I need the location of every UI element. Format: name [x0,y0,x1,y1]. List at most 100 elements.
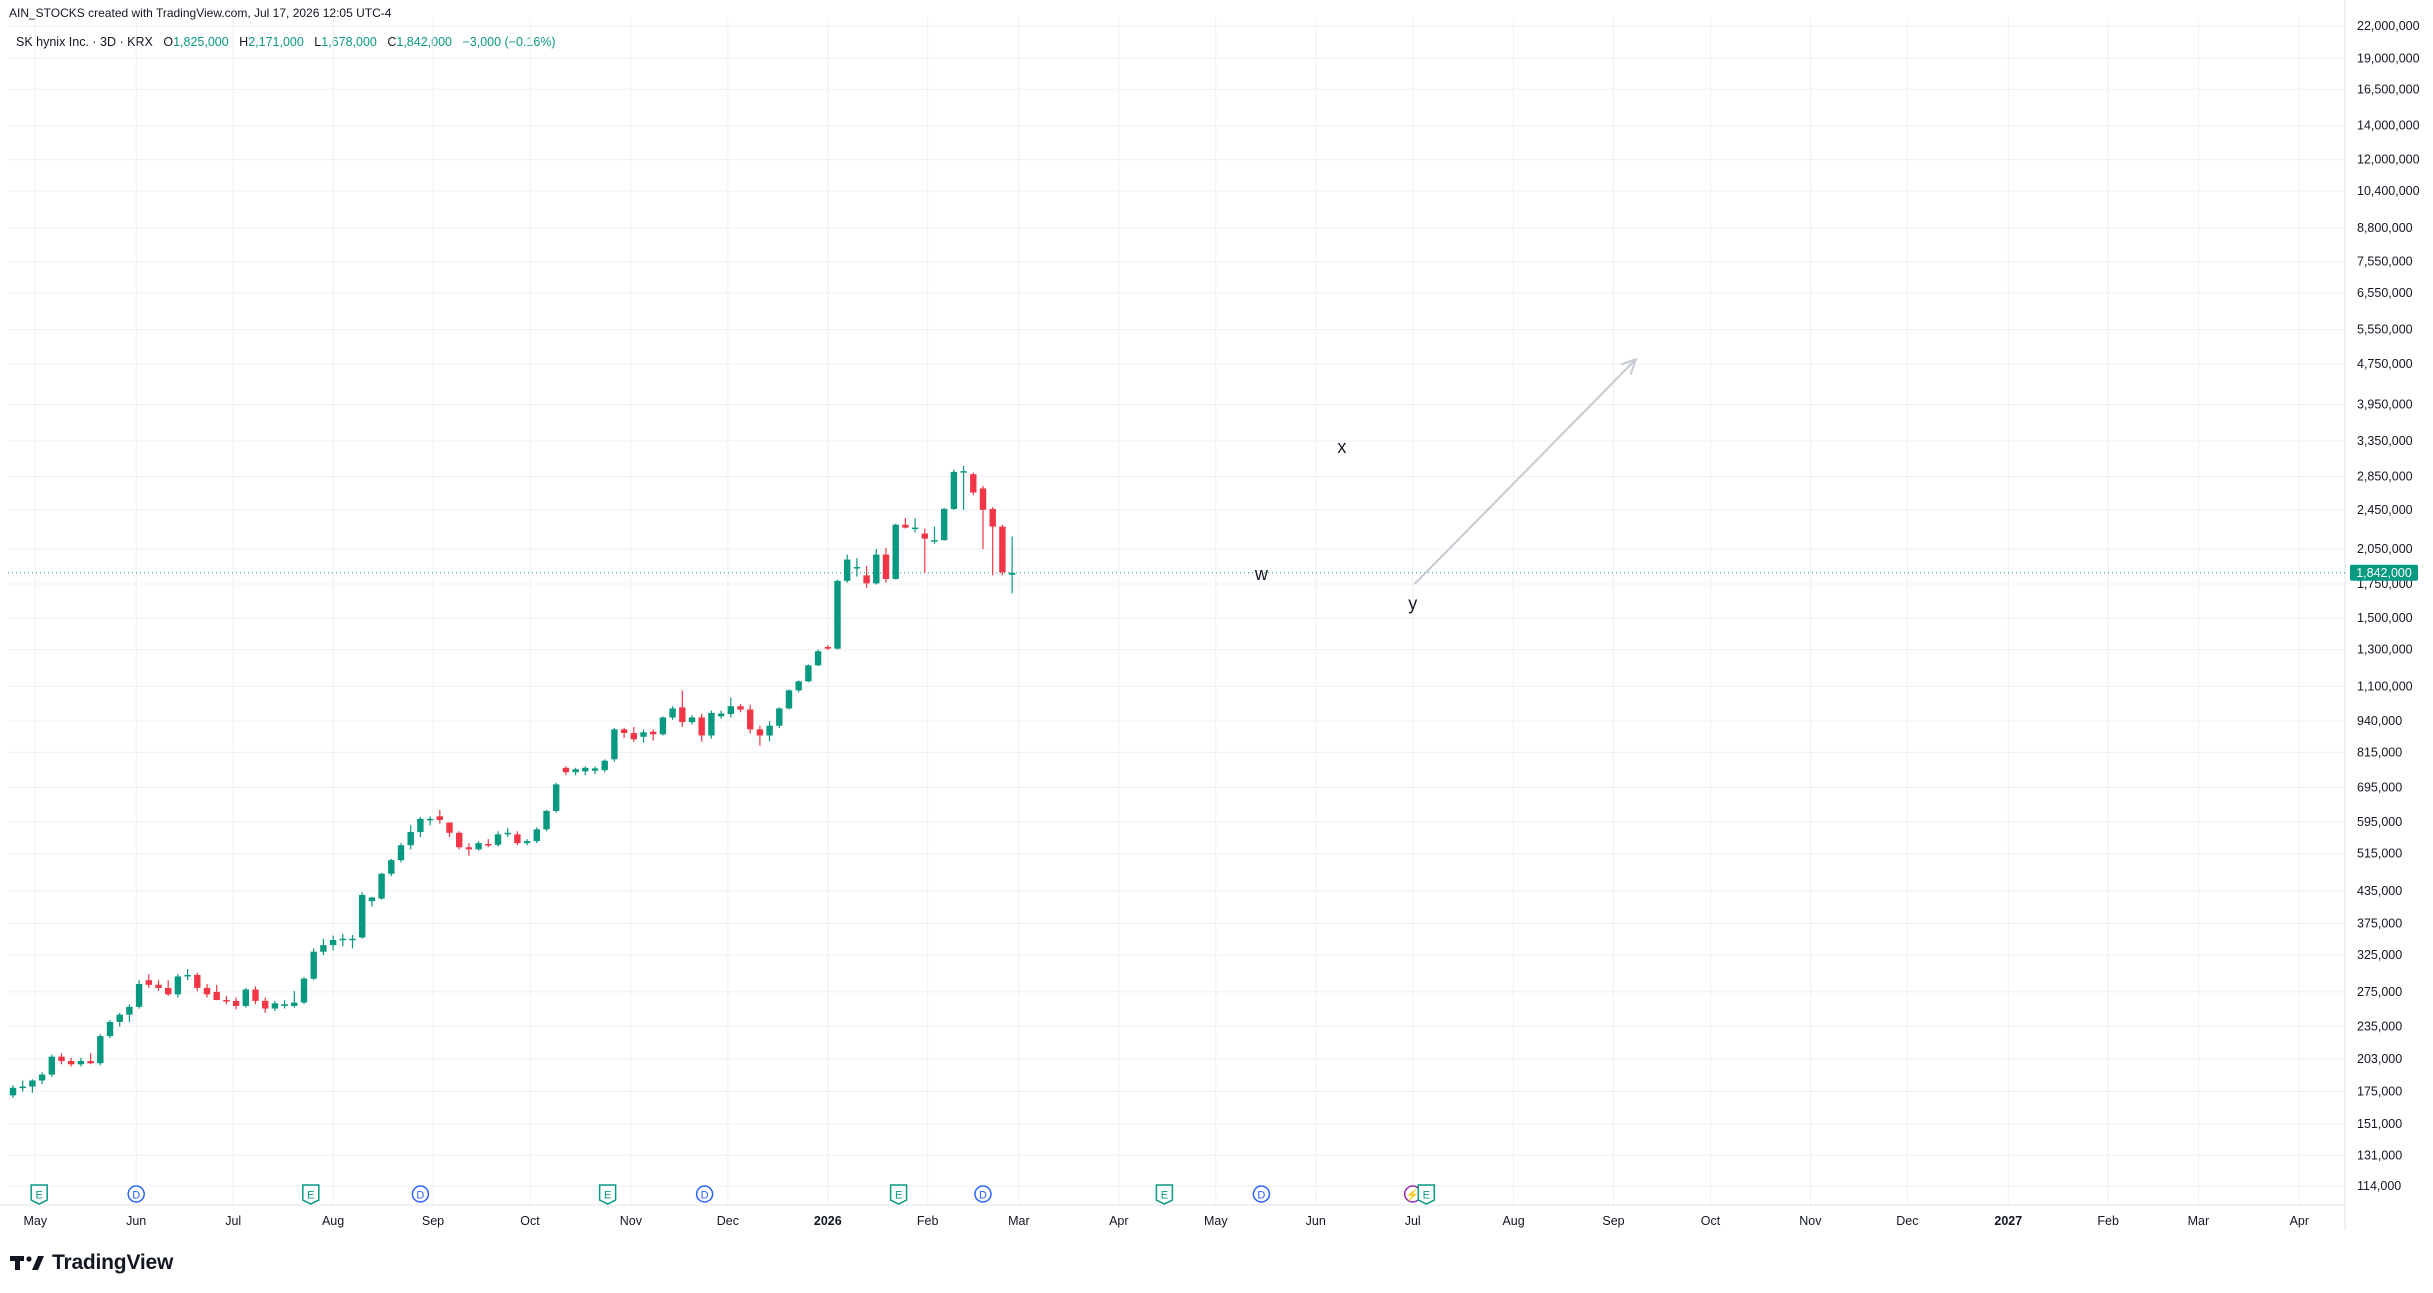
candle-body [921,533,928,539]
candle [679,690,686,727]
x-tick-label: Aug [1502,1214,1524,1228]
candle-body [950,471,958,509]
candle-body [300,978,308,1003]
candle [310,948,317,981]
candle [281,1000,288,1009]
candle [494,831,502,847]
candle-body [960,471,967,473]
candle-body [892,524,899,580]
x-tick-label: Dec [1896,1214,1918,1228]
candle-body [659,717,667,735]
x-tick-label: Apr [1109,1214,1128,1228]
candle [630,726,637,742]
dividend-event-marker[interactable]: D [411,1185,430,1203]
candle-body [320,945,327,952]
candle [436,809,443,824]
candle-body [698,717,705,736]
dividend-event-marker[interactable]: D [1252,1185,1271,1203]
candle [941,508,948,541]
y-tick-label: 12,000,000 [2357,153,2420,167]
candle-body [339,938,346,941]
candle-body [397,845,405,861]
candle-body [378,873,385,899]
y-tick-label: 2,050,000 [2357,542,2413,556]
candle [717,710,725,719]
candle-body [184,974,191,977]
earnings-event-marker[interactable]: E [30,1184,48,1205]
candle [844,554,851,583]
candle-body [48,1056,55,1075]
candle [834,579,841,650]
candle-body [165,987,172,995]
candle-body [863,575,870,584]
candle [368,896,376,907]
y-tick-label: 1,300,000 [2357,643,2413,657]
candle-body [620,729,628,734]
candle [504,828,511,838]
candle [960,465,967,510]
candle [194,972,201,992]
candle-body [135,984,143,1007]
candle-body [106,1021,114,1037]
y-tick-label: 6,550,000 [2357,286,2413,300]
ohlc-legend: SK hynix Inc. · 3D · KRX O1,825,000 H2,1… [16,35,556,49]
dividend-event-marker[interactable]: D [695,1185,714,1203]
candle [58,1053,65,1065]
candle-body [29,1080,36,1087]
candle [97,1034,104,1066]
earnings-icon [1155,1184,1174,1205]
candle-body [853,567,861,569]
x-tick-label: Mar [2188,1214,2210,1228]
candle [300,977,308,1005]
candle-body [523,841,531,844]
candle-body [553,784,560,811]
candle-body [979,488,987,510]
tradingview-brand[interactable]: TradingView [10,1251,173,1275]
y-tick-label: 7,550,000 [2357,255,2413,269]
candle-body [485,843,492,846]
candle [213,984,220,1001]
candle-body [456,832,463,848]
dividend-icon [1252,1185,1271,1203]
earnings-event-marker[interactable]: E [1417,1184,1436,1205]
candle-body [19,1086,26,1089]
candle [184,969,191,981]
event-label: E [604,1190,611,1202]
candle-body [232,1000,240,1006]
earnings-event-marker[interactable]: E [598,1184,617,1205]
candle [165,980,172,996]
candle [611,728,618,762]
candle [640,729,647,743]
event-label: D [416,1190,424,1202]
dividend-event-marker[interactable]: D [127,1185,145,1203]
candle [388,858,395,877]
candle [359,892,366,939]
y-tick-label: 275,000 [2357,985,2402,999]
earnings-event-marker[interactable]: E [1155,1184,1174,1205]
candle-body [582,767,589,772]
candle-body [931,540,938,542]
candle [698,713,705,742]
candle [921,528,928,573]
candle-body [494,834,502,845]
dividend-event-marker[interactable]: D [974,1185,992,1203]
y-tick-label: 14,000,000 [2357,119,2420,133]
candle [106,1020,114,1039]
candle [562,766,570,776]
candle-body [368,897,376,902]
y-tick-label: 3,950,000 [2357,398,2413,412]
candle [271,1000,279,1012]
legend-symbol[interactable]: SK hynix Inc. · 3D · KRX [16,35,153,49]
projection-arrow-head [1620,357,1638,375]
candle [824,645,831,650]
candle [553,782,560,813]
earnings-event-marker[interactable]: E [302,1184,320,1205]
candle-body [213,991,220,1001]
candle [999,524,1006,576]
candle-body [291,1002,298,1006]
candle [572,767,579,776]
earnings-event-marker[interactable]: E [889,1184,908,1205]
candle [805,664,812,683]
